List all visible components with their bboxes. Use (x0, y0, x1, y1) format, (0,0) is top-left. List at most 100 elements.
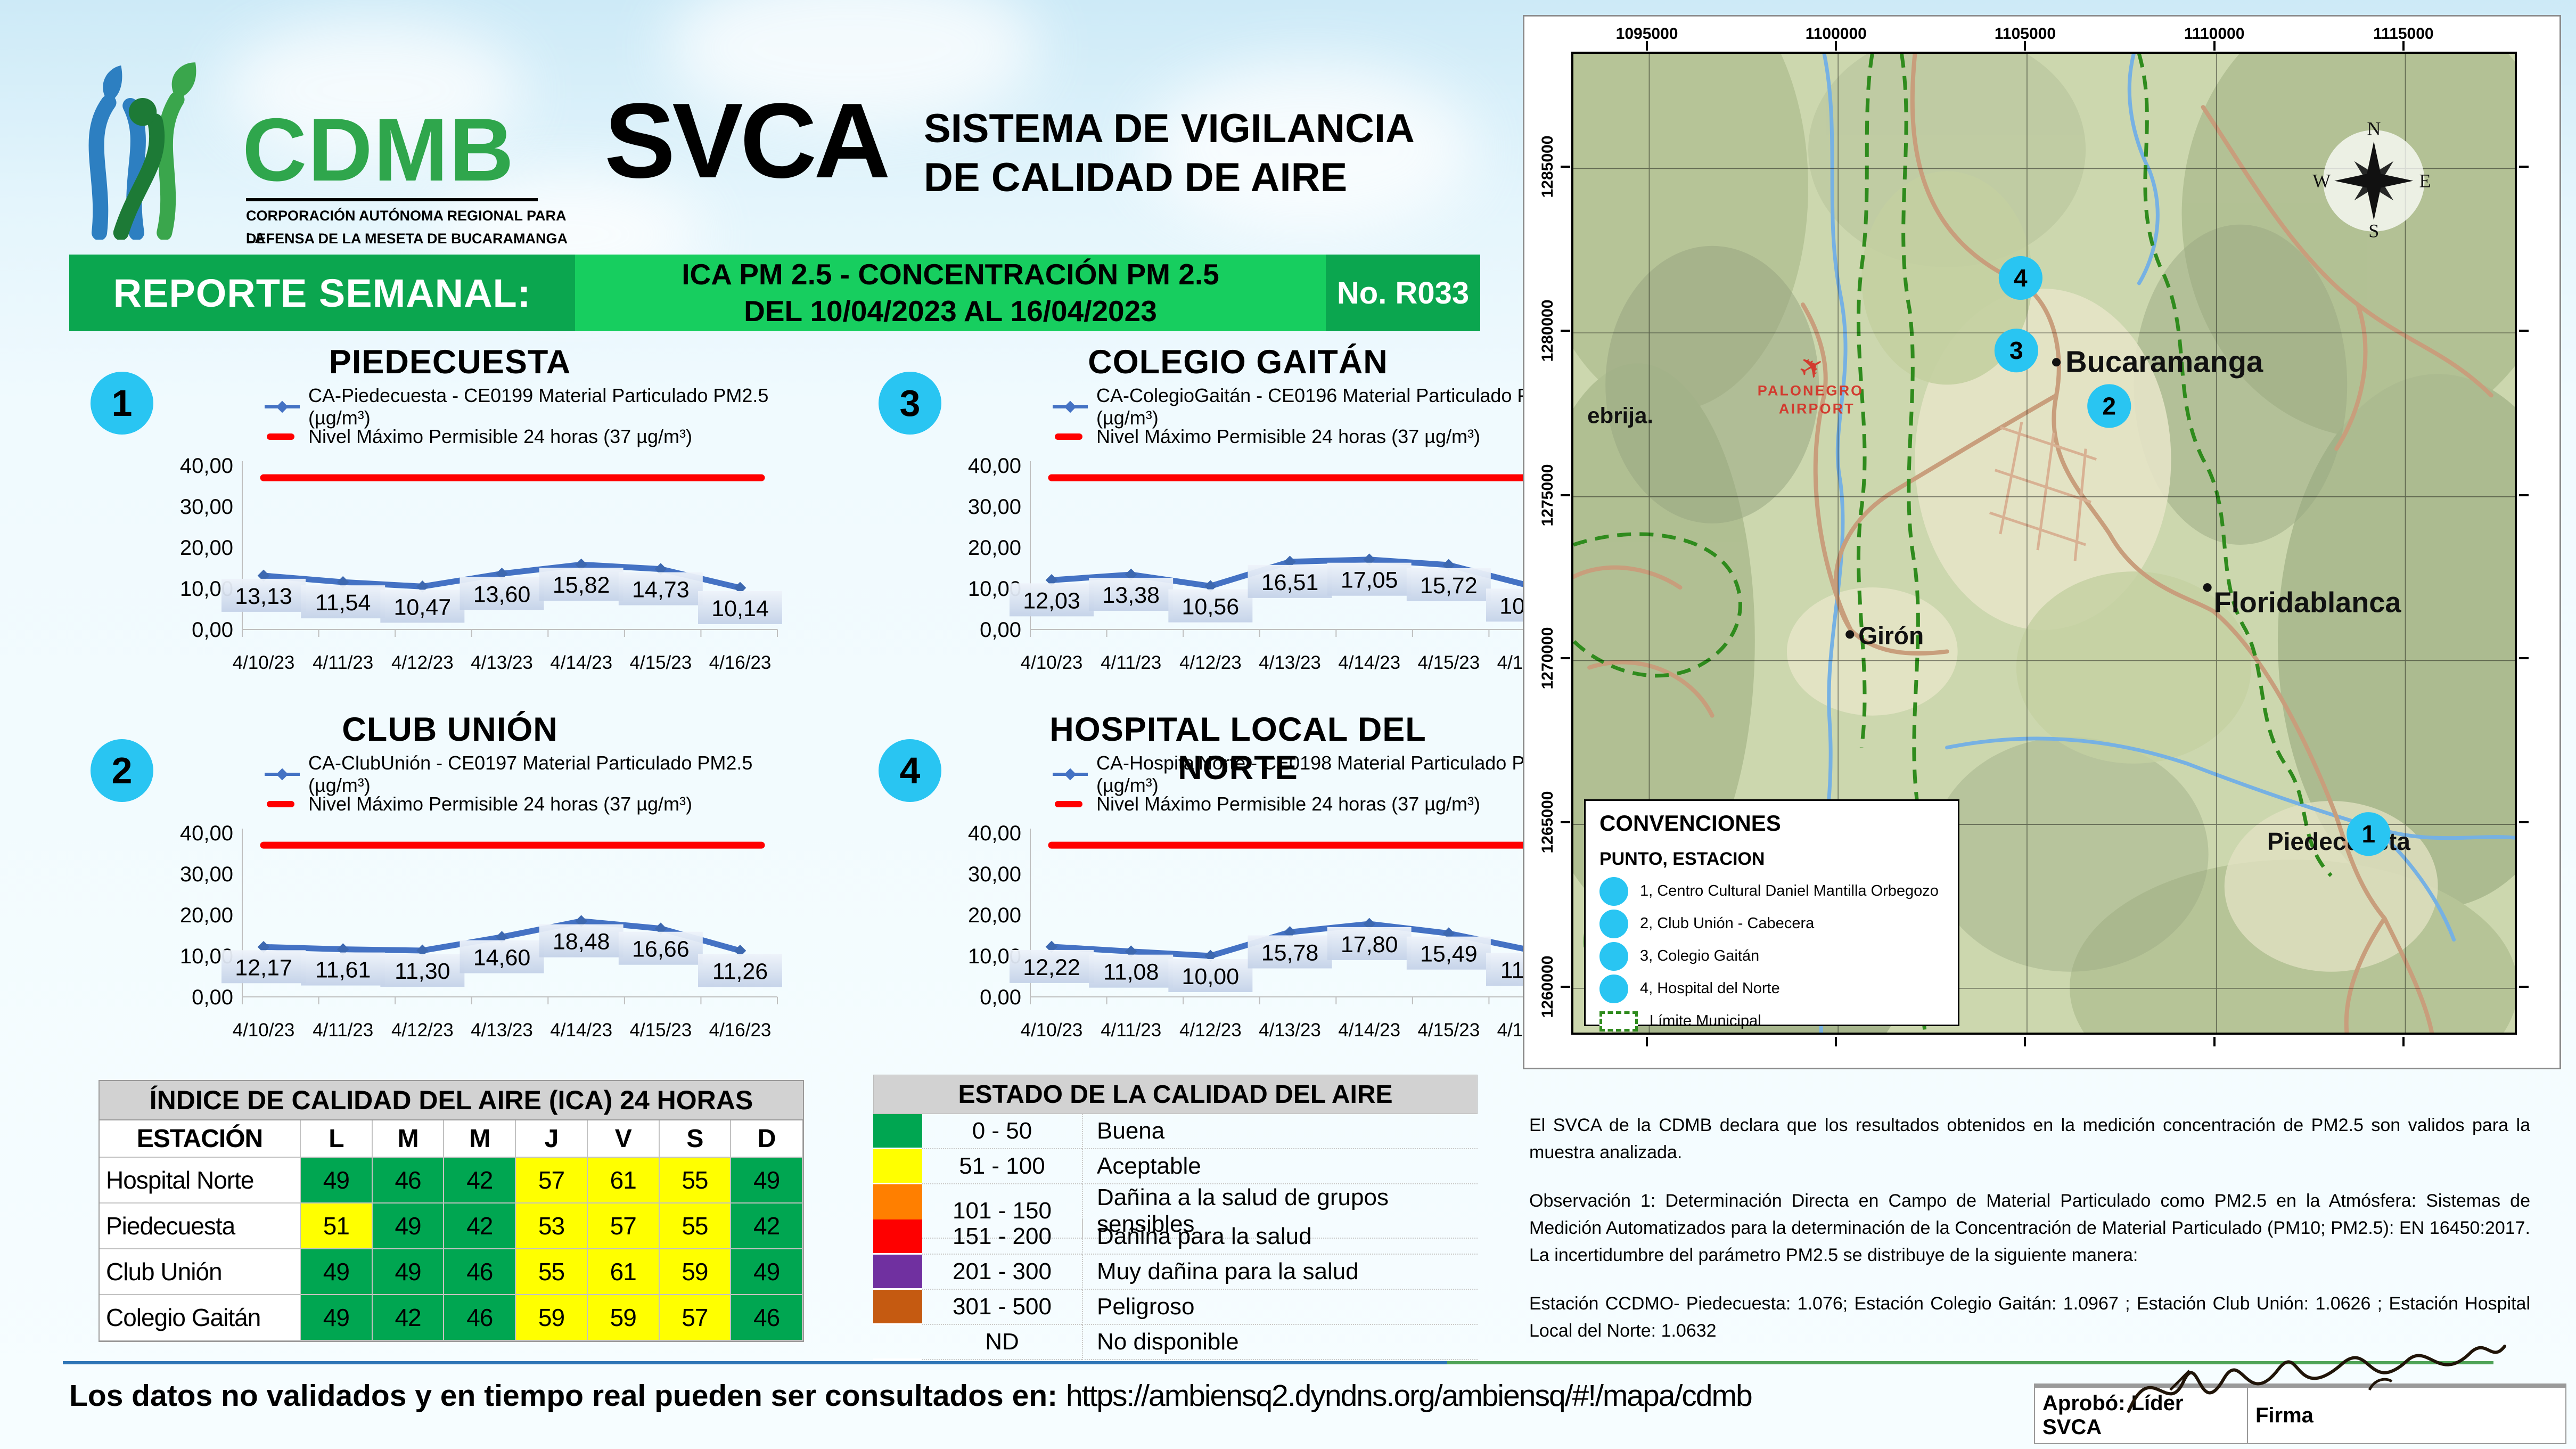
map-tick (2024, 1037, 2027, 1046)
x-axis-tick-label: 4/15/23 (629, 652, 692, 673)
map-tick (1561, 985, 1570, 988)
air-quality-category: Buena (1082, 1114, 1478, 1149)
map-coordinate-label: 1280000 (1539, 299, 1556, 362)
y-axis-tick-label: 0,00 (192, 986, 233, 1009)
y-axis-tick-label: 0,00 (980, 986, 1021, 1009)
legend-series-row: CA-Piedecuesta - CE0199 Material Particu… (264, 384, 796, 429)
station-marker (1994, 329, 2038, 373)
series-line-icon (1053, 768, 1088, 781)
data-label: 12,17 (235, 955, 292, 980)
x-axis-tick-label: 4/12/23 (391, 1020, 454, 1041)
ica-value-cell: 61 (587, 1249, 660, 1295)
map-legend-item: 1, Centro Cultural Daniel Mantilla Orbeg… (1599, 875, 1958, 907)
air-quality-scale-row: 301 - 500 Peligroso (873, 1290, 1478, 1325)
ica-column-header: V (587, 1120, 660, 1158)
y-axis-tick-label: 40,00 (968, 822, 1021, 845)
ica-value-cell: 42 (444, 1204, 516, 1249)
air-quality-scale-table: ESTADO DE LA CALIDAD DEL AIRE 0 - 50 Buen… (873, 1075, 1478, 1360)
air-quality-color-swatch (873, 1325, 922, 1360)
x-axis-tick-label: 4/13/23 (1259, 1020, 1321, 1041)
ica-value-cell: 51 (301, 1204, 373, 1249)
station-number-badge: 4 (879, 739, 941, 802)
map-tick (1835, 41, 1837, 51)
data-label-box (380, 590, 465, 623)
air-quality-range: 101 - 150 (922, 1184, 1082, 1239)
chart-club-union: 2 CLUB UNIÓN CA-ClubUnión - CE0197 Materia… (69, 708, 796, 1062)
data-label-box (1406, 936, 1491, 970)
chart-legend: CA-Piedecuesta - CE0199 Material Particu… (264, 384, 796, 452)
ica-value-cell: 49 (731, 1158, 803, 1204)
report-subject-banner: ICA PM 2.5 - CONCENTRACIÓN PM 2.5 DEL 10… (575, 255, 1326, 331)
air-quality-scale-row: 101 - 150 Dañina a la salud de grupos sen… (873, 1184, 1478, 1239)
map-terrain-patches (1573, 54, 2515, 1033)
place-dot (2203, 583, 2212, 592)
map-coordinate-label: 1095000 (1615, 25, 1678, 43)
map-coordinate-label: 1285000 (1539, 135, 1556, 198)
y-axis-tick-label: 40,00 (968, 454, 1021, 478)
y-axis-tick-label: 30,00 (968, 495, 1021, 519)
y-axis-tick-label: 40,00 (180, 822, 233, 845)
limit-legend-label: Nivel Máximo Permisible 24 horas (37 µg/… (1096, 793, 1480, 815)
map-tick (1835, 1037, 1837, 1046)
cloud-decoration (1145, 64, 1475, 234)
map-coordinate-label: 1275000 (1539, 464, 1556, 526)
ica-column-header: S (659, 1120, 732, 1158)
realtime-data-note: Los datos no validados y en tiempo real … (69, 1378, 1753, 1413)
data-label-box (1168, 959, 1253, 992)
data-label-box (1089, 954, 1174, 988)
map-legend: CONVENCIONES PUNTO, ESTACION 1, Centro C… (1584, 799, 1959, 1032)
y-axis-tick-label: 20,00 (180, 904, 233, 927)
station-marker (2087, 384, 2131, 428)
compass-letter: S (2368, 220, 2379, 242)
station-dot-icon (1599, 974, 1628, 1003)
station-marker (1998, 256, 2042, 300)
air-quality-scale-row: 0 - 50 Buena (873, 1114, 1478, 1149)
series-legend-label: CA-Piedecuesta - CE0199 Material Particu… (308, 384, 769, 429)
station-dot-icon (1599, 942, 1628, 971)
station-marker-number: 4 (2014, 264, 2028, 292)
place-label: Floridablanca (2214, 586, 2402, 618)
map-tick (2402, 41, 2405, 51)
uncertainty-text: Estación CCDMO- Piedecuesta: 1.076; Esta… (1529, 1294, 2530, 1341)
ica-table-grid: ESTACIÓN L M M J V S D Hospital Norte 49 46 42 57 61 5… (100, 1120, 803, 1341)
map-legend-limit-row: Límite Municipal (1599, 1005, 1958, 1033)
realtime-data-link[interactable]: https://ambiensq2.dyndns.org/ambiensq/#!… (1065, 1379, 1753, 1413)
limit-line-icon (1055, 801, 1082, 807)
chart-title: HOSPITAL LOCAL DEL NORTE (1049, 711, 1426, 787)
map-tick (2402, 1037, 2405, 1046)
place-label: PALONEGRO (1758, 382, 1864, 398)
air-quality-range: 301 - 500 (922, 1290, 1082, 1325)
data-label: 13,13 (235, 584, 292, 609)
air-quality-scale-row: 151 - 200 Dañina para la salud (873, 1219, 1478, 1255)
map-legend-item-label: 3, Colegio Gaitán (1640, 947, 1760, 964)
y-axis-tick-label: 20,00 (968, 536, 1021, 560)
cloud-decoration (224, 21, 522, 160)
data-label-box (221, 578, 306, 612)
ica-value-cell: 53 (516, 1204, 588, 1249)
x-axis-tick-label: 4/12/23 (1179, 1020, 1242, 1041)
ica-value-cell: 46 (444, 1249, 516, 1295)
map-coordinate-label: 1110000 (2184, 25, 2245, 43)
y-axis-tick-label: 20,00 (180, 536, 233, 560)
data-label-box (618, 572, 703, 605)
legend-series-row: CA-HospitalNorte - CE0198 Material Parti… (1052, 752, 1584, 796)
banner-line2: DEL 10/04/2023 AL 16/04/2023 (744, 294, 1157, 328)
separator-green (1447, 1361, 2493, 1364)
data-label-box (460, 940, 544, 973)
line-plot: 40,0030,0020,0010,000,0013,134/10/2311,5… (180, 454, 782, 673)
y-axis-tick-label: 40,00 (180, 454, 233, 478)
brand-caption-2: DEFENSA DE LA MESETA DE BUCARAMANGA (246, 231, 568, 247)
line-plot: 40,0030,0020,0010,000,0012,174/10/2311,6… (180, 822, 782, 1041)
header: CDMB CORPORACIÓN AUTÓNOMA REGIONAL PARA … (0, 0, 1491, 250)
ica-value-cell: 59 (659, 1249, 732, 1295)
signature (2127, 1345, 2506, 1413)
ica-value-cell: 42 (372, 1295, 445, 1341)
data-label: 15,49 (1420, 942, 1478, 967)
y-axis-tick-label: 20,00 (968, 904, 1021, 927)
data-point-marker (654, 563, 667, 575)
limit-legend-label: Nivel Máximo Permisible 24 horas (37 µg/… (308, 793, 692, 815)
ica-value-cell: 59 (516, 1295, 588, 1341)
map-legend-item-label: 1, Centro Cultural Daniel Mantilla Orbeg… (1640, 882, 1939, 899)
